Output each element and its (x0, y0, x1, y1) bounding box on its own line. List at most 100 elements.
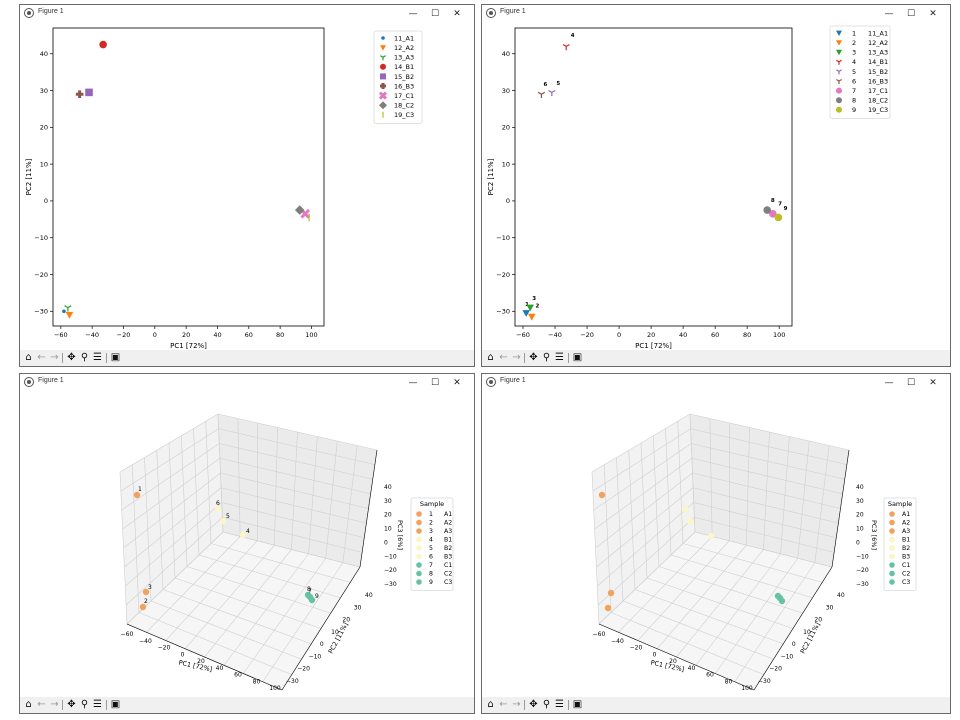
legend-marker (836, 30, 842, 36)
title-bar[interactable]: Figure 1 — ☐ ✕ (20, 5, 474, 23)
forward-arrow-icon[interactable]: → (50, 352, 59, 363)
y-tick-label: 10 (502, 160, 510, 168)
z-tick-label: −10 (856, 553, 869, 560)
point-label: 9 (315, 593, 319, 600)
maximize-button[interactable]: ☐ (906, 378, 916, 388)
legend-marker (889, 562, 895, 568)
grid-line (695, 553, 781, 666)
grid-line (652, 435, 660, 567)
grid-line (689, 413, 696, 533)
back-arrow-icon[interactable]: ← (37, 699, 46, 710)
legend-label: B3 (902, 554, 910, 561)
back-arrow-icon[interactable]: ← (37, 352, 46, 363)
pan-icon[interactable]: ✥ (67, 352, 76, 363)
pan-icon[interactable]: ✥ (529, 352, 538, 363)
zoom-icon[interactable]: ⚲ (80, 699, 89, 710)
legend-label: B2 (444, 545, 452, 552)
zoom-icon[interactable]: ⚲ (542, 699, 551, 710)
legend-marker (836, 40, 842, 46)
legend-label: 17_C1 (868, 87, 888, 95)
legend-label: C3 (444, 579, 452, 586)
z-tick-label: −30 (856, 581, 869, 588)
minimize-button[interactable]: — (884, 9, 894, 19)
back-arrow-icon[interactable]: ← (499, 699, 508, 710)
data-point (133, 491, 141, 499)
pca-3d-labeled-chart[interactable]: −60−40−20020406080100−30−20−10010203040−… (20, 392, 474, 697)
x-tick-label: 60 (706, 672, 714, 679)
y-tick-label: 10 (40, 160, 48, 168)
pan-icon[interactable]: ✥ (67, 699, 76, 710)
sliders-icon[interactable]: ☰ (93, 699, 102, 710)
home-icon[interactable]: ⌂ (487, 352, 494, 363)
legend-label: 18_C2 (868, 97, 888, 105)
forward-arrow-icon[interactable]: → (50, 699, 59, 710)
forward-arrow-icon[interactable]: → (512, 699, 521, 710)
legend-number: 5 (852, 68, 856, 76)
legend-label: A1 (444, 511, 452, 518)
pca-scatter-numbered-chart[interactable]: −60 −40 −20 0 20 40 60 80 100 −30 −20 −10 0 10 20 30 40 P… (482, 23, 950, 350)
legend-label: A1 (902, 511, 910, 518)
legend-label: 18_C2 (394, 102, 414, 110)
home-icon[interactable]: ⌂ (487, 699, 494, 710)
legend-marker (416, 553, 422, 560)
minimize-button[interactable]: — (884, 378, 894, 388)
x-tick-label: −60 (54, 331, 68, 339)
sliders-icon[interactable]: ☰ (555, 699, 564, 710)
title-bar[interactable]: Figure 1 — ☐ ✕ (482, 374, 950, 392)
legend-box (373, 30, 423, 124)
y-tick-label: 20 (502, 124, 510, 132)
navigation-toolbar: ⌂ ← → ✥ ⚲ ☰ ▣ (20, 697, 474, 713)
point-label: 5 (226, 513, 230, 520)
pca-scatter-chart[interactable]: −60 −40 −20 0 20 40 60 80 100 −30 −20 −10 0 10 20 30 40 P… (20, 23, 474, 350)
minimize-button[interactable]: — (408, 378, 418, 388)
zoom-icon[interactable]: ⚲ (542, 352, 551, 363)
legend-number: 9 (429, 579, 433, 586)
save-icon[interactable]: ▣ (110, 352, 121, 363)
forward-arrow-icon[interactable]: → (512, 352, 521, 363)
pca-3d-chart[interactable]: −60−40−20020406080100−30−20−10010203040−… (482, 392, 950, 697)
x-tick-label: 40 (688, 665, 696, 672)
maximize-button[interactable]: ☐ (430, 9, 440, 19)
legend-marker (381, 36, 385, 40)
maximize-button[interactable]: ☐ (906, 9, 916, 19)
x-tick-label: 80 (253, 678, 261, 685)
grid-line (780, 436, 790, 554)
legend-marker (380, 73, 386, 80)
home-icon[interactable]: ⌂ (25, 699, 32, 710)
save-icon[interactable]: ▣ (110, 699, 121, 710)
close-button[interactable]: ✕ (453, 378, 461, 388)
data-point (607, 589, 615, 597)
legend-marker (379, 101, 387, 110)
legend-label: 17_C1 (394, 92, 414, 100)
y-tick-label: −30 (286, 678, 299, 685)
close-button[interactable]: ✕ (929, 9, 937, 19)
z-tick-label: 10 (856, 526, 864, 533)
minimize-button[interactable]: — (408, 9, 418, 19)
legend-title: Sample (888, 500, 912, 508)
legend-marker (380, 55, 386, 61)
legend-number: 9 (852, 106, 856, 114)
save-icon[interactable]: ▣ (572, 699, 583, 710)
legend-marker (416, 536, 422, 543)
x-axis-line (126, 623, 283, 691)
maximize-button[interactable]: ☐ (430, 378, 440, 388)
grid-line (596, 487, 694, 568)
title-bar[interactable]: Figure 1 — ☐ ✕ (482, 5, 950, 23)
back-arrow-icon[interactable]: ← (499, 352, 508, 363)
save-icon[interactable]: ▣ (572, 352, 583, 363)
grid-line (125, 502, 222, 587)
home-icon[interactable]: ⌂ (25, 352, 32, 363)
legend-marker (836, 97, 842, 104)
data-point (537, 91, 546, 99)
zoom-icon[interactable]: ⚲ (80, 352, 89, 363)
sliders-icon[interactable]: ☰ (555, 352, 564, 363)
sliders-icon[interactable]: ☰ (93, 352, 102, 363)
grid-line (125, 517, 223, 606)
close-button[interactable]: ✕ (929, 378, 937, 388)
title-bar[interactable]: Figure 1 — ☐ ✕ (20, 374, 474, 392)
z-tick-label: 30 (384, 498, 392, 505)
pan-icon[interactable]: ✥ (529, 699, 538, 710)
data-point (604, 604, 612, 612)
legend-label: C2 (902, 571, 910, 578)
close-button[interactable]: ✕ (453, 9, 461, 19)
